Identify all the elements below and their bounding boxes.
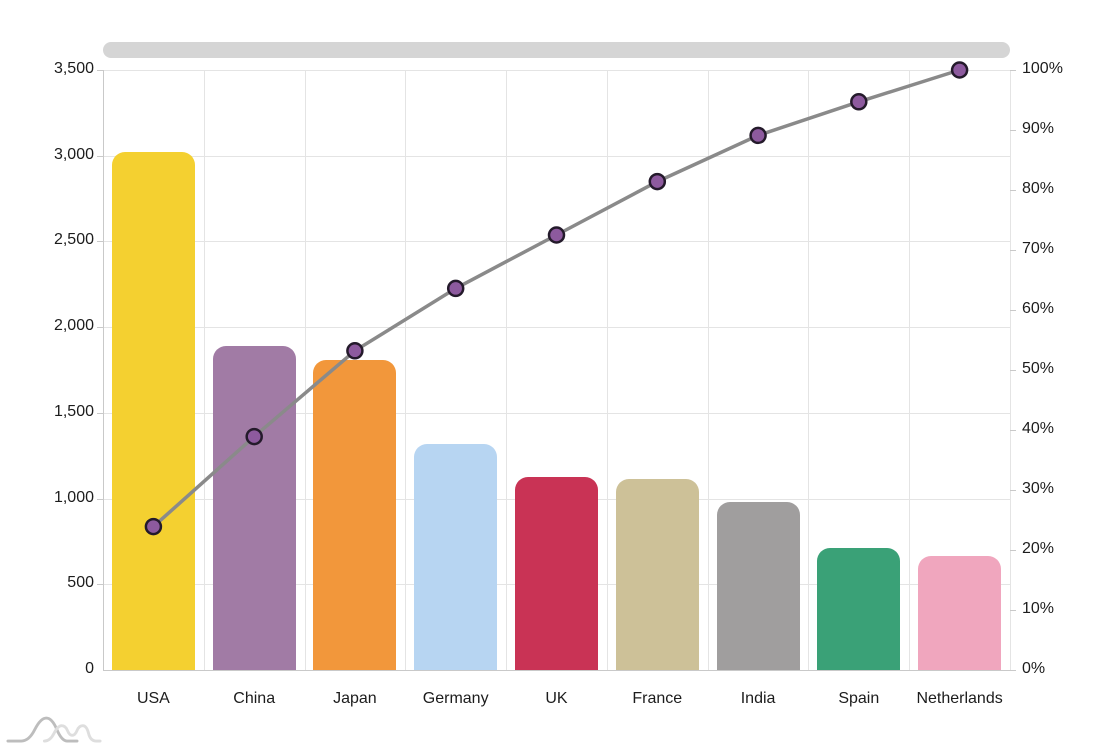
v-gridline (405, 70, 407, 670)
category-label-france: France (632, 690, 683, 707)
line-marker-france[interactable] (648, 172, 667, 191)
axis-tick (1010, 670, 1016, 671)
axis-tick (97, 498, 103, 500)
line-marker-china[interactable] (245, 427, 263, 446)
line-marker-netherlands[interactable] (950, 61, 969, 79)
bar-germany[interactable] (414, 443, 498, 670)
v-gridline (808, 70, 810, 670)
h-gridline (103, 327, 1010, 329)
category-label-japan: Japan (333, 690, 377, 707)
value-axis-label: 500 (67, 574, 94, 592)
h-gridline (103, 155, 1010, 157)
plot-area (103, 70, 1011, 671)
percent-axis-label: 70% (1022, 240, 1055, 257)
bar-usa[interactable] (111, 152, 195, 670)
line-marker-germany[interactable] (446, 279, 465, 298)
axis-tick (97, 155, 103, 157)
axis-tick (97, 327, 103, 329)
percent-axis-label: 100% (1022, 60, 1063, 77)
axis-tick (97, 70, 103, 71)
value-axis-label: 0 (85, 660, 94, 677)
category-label-spain: Spain (838, 690, 880, 707)
amcharts-logo-icon[interactable] (6, 714, 102, 747)
bar-india[interactable] (716, 502, 800, 670)
axis-tick (1010, 130, 1016, 131)
bar-china[interactable] (212, 346, 296, 670)
percent-axis-label: 50% (1022, 360, 1055, 377)
v-gridline (506, 70, 508, 670)
percent-axis-label: 10% (1022, 600, 1055, 617)
category-label-india: India (740, 690, 776, 707)
percent-axis-label: 90% (1022, 120, 1055, 137)
v-gridline (304, 70, 306, 670)
axis-tick (97, 584, 103, 586)
v-gridline (707, 70, 709, 670)
y-axis-line (103, 70, 104, 670)
line-marker-japan[interactable] (346, 342, 364, 360)
axis-tick (1010, 610, 1016, 611)
axis-tick (1010, 430, 1016, 431)
v-gridline (203, 70, 205, 670)
category-label-china: China (233, 690, 276, 707)
axis-tick (1010, 550, 1016, 551)
v-gridline (909, 70, 911, 670)
axis-tick (97, 241, 103, 243)
line-marker-india[interactable] (749, 126, 767, 145)
percent-axis-label: 0% (1022, 660, 1046, 677)
bar-netherlands[interactable] (918, 556, 1002, 670)
percent-axis-label: 20% (1022, 540, 1055, 557)
axis-tick (1010, 490, 1016, 491)
bar-spain[interactable] (817, 548, 901, 670)
axis-tick (1010, 70, 1016, 71)
chart-zoom-scrollbar[interactable] (103, 42, 1010, 58)
line-marker-uk[interactable] (547, 226, 566, 244)
v-gridline (606, 70, 608, 670)
percent-axis-label: 30% (1022, 480, 1055, 497)
line-marker-usa[interactable] (144, 517, 163, 536)
percent-axis-label: 40% (1022, 420, 1055, 437)
value-axis-label: 3,000 (53, 145, 94, 163)
x-axis-line (103, 670, 1010, 671)
category-label-usa: USA (136, 690, 170, 707)
value-axis-label: 3,500 (53, 60, 94, 77)
percent-axis-label: 60% (1022, 300, 1055, 317)
value-axis-label: 2,000 (53, 317, 94, 335)
category-label-germany: Germany (422, 690, 489, 707)
value-axis-label: 1,000 (53, 488, 94, 506)
bar-uk[interactable] (515, 477, 598, 670)
axis-tick (1010, 310, 1016, 311)
percent-axis-label: 80% (1022, 180, 1055, 197)
category-label-uk: UK (545, 690, 568, 707)
h-gridline (103, 70, 1010, 71)
value-axis-label: 1,500 (53, 402, 94, 420)
axis-tick (1010, 190, 1016, 191)
axis-tick (1010, 370, 1016, 371)
category-label-netherlands: Netherlands (916, 690, 1003, 707)
bar-japan[interactable] (313, 359, 397, 670)
axis-tick (1010, 250, 1016, 251)
bar-france[interactable] (615, 478, 699, 670)
line-marker-spain[interactable] (850, 93, 868, 111)
axis-tick (97, 412, 103, 414)
value-axis-label: 2,500 (53, 231, 94, 249)
